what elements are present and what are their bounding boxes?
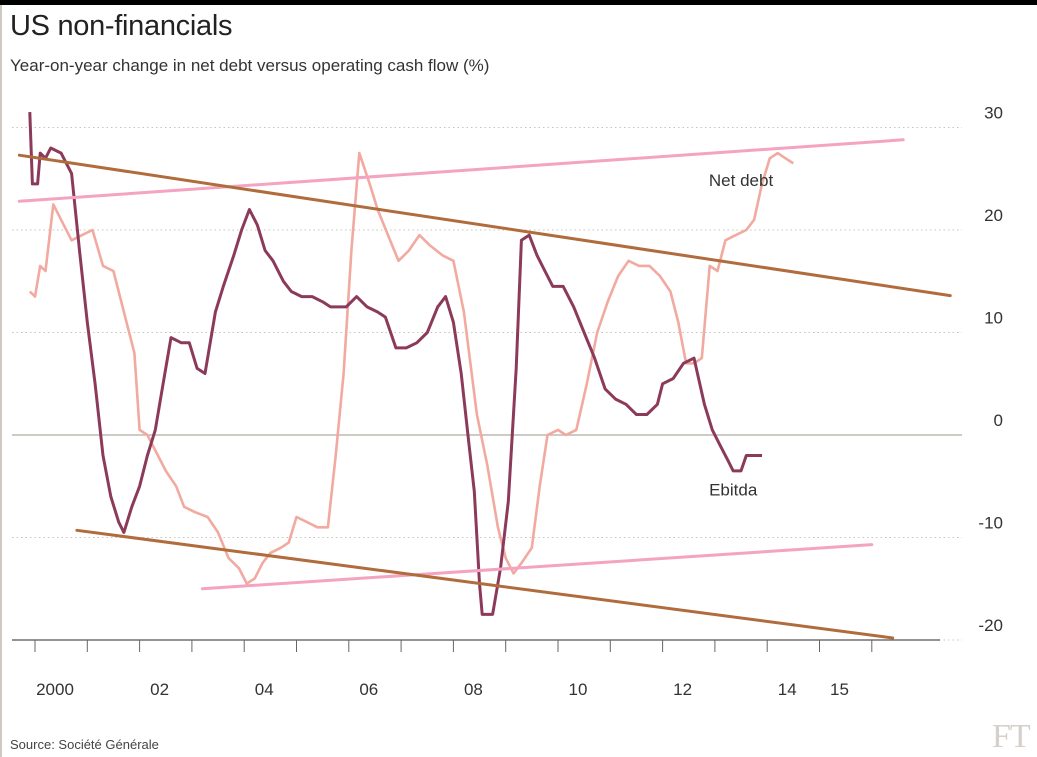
x-axis: 2000 02 04 06 08 10 12 14 15 [12, 639, 940, 699]
y-tick-label: 30 [984, 104, 1003, 123]
left-rule [0, 5, 2, 757]
y-tick-label: -10 [978, 514, 1003, 533]
x-tick-label: 04 [255, 680, 274, 699]
trend-line [200, 543, 874, 591]
chart-subtitle: Year-on-year change in net debt versus o… [10, 56, 490, 75]
x-tick-label: 14 [778, 680, 797, 699]
x-tick-label: 15 [830, 680, 849, 699]
y-axis-labels: 30 20 10 0 -10 -20 [978, 104, 1003, 636]
trend-line [17, 153, 952, 298]
x-tick-label: 06 [359, 680, 378, 699]
x-tick-label: 02 [150, 680, 169, 699]
y-tick-label: -20 [978, 616, 1003, 635]
series-label-net-debt: Net debt [709, 171, 774, 190]
series-label-ebitda: Ebitda [709, 480, 758, 499]
trend-line [75, 528, 895, 640]
trend-line [17, 138, 905, 203]
y-tick-label: 10 [984, 309, 1003, 328]
source-note: Source: Société Générale [10, 737, 159, 752]
x-tick-label: 12 [673, 680, 692, 699]
annotations: Net debt Ebitda [709, 171, 774, 500]
trend-lines [17, 138, 952, 640]
series-line-ebitda [28, 112, 762, 616]
x-tick-label: 10 [569, 680, 588, 699]
x-tick-label: 08 [464, 680, 483, 699]
ft-logo: FT [992, 718, 1031, 755]
gridlines [12, 127, 962, 641]
y-tick-label: 20 [984, 206, 1003, 225]
series-lines [28, 112, 795, 616]
y-tick-label: 0 [994, 411, 1003, 430]
chart-title: US non-financials [10, 10, 233, 42]
top-rule [0, 0, 1037, 5]
x-tick-label: 2000 [36, 680, 74, 699]
series-line-net-debt [28, 151, 795, 585]
